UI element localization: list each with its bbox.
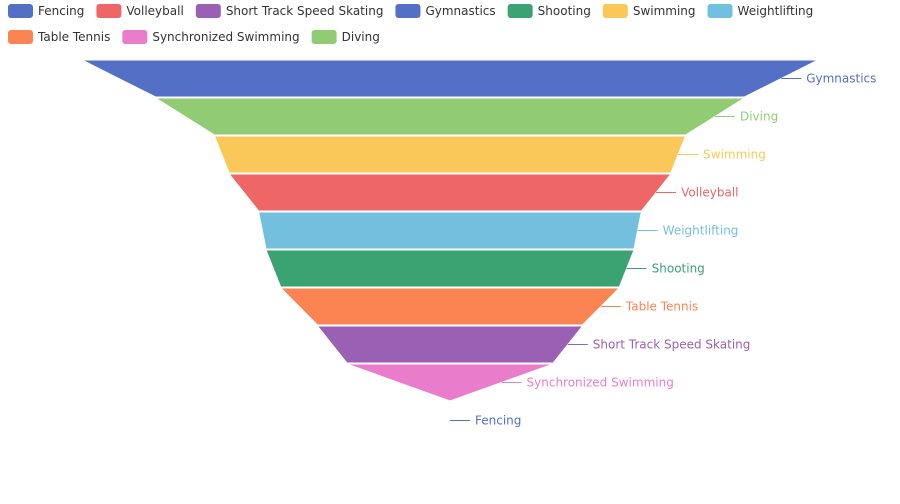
legend-swatch xyxy=(507,4,533,18)
legend-label: Short Track Speed Skating xyxy=(226,4,384,18)
legend-swatch xyxy=(602,4,628,18)
legend-label: Gymnastics xyxy=(425,4,495,18)
funnel-label-shooting: Shooting xyxy=(626,262,705,276)
legend-swatch xyxy=(395,4,421,18)
funnel-label-gymnastics: Gymnastics xyxy=(781,72,876,86)
stage-label: Diving xyxy=(740,110,778,124)
legend-label: Swimming xyxy=(633,4,696,18)
funnel-segment-shooting[interactable] xyxy=(265,249,635,288)
legend-swatch xyxy=(195,4,221,18)
legend-item-diving[interactable]: Diving xyxy=(311,30,380,44)
legend-item-gymnastics[interactable]: Gymnastics xyxy=(395,4,496,18)
funnel-label-synchronized-swimming: Synchronized Swimming xyxy=(501,376,674,390)
legend-swatch xyxy=(707,4,733,18)
funnel-label-diving: Diving xyxy=(714,110,778,124)
stage-label: Gymnastics xyxy=(806,72,876,86)
legend-item-table-tennis[interactable]: Table Tennis xyxy=(8,30,110,44)
funnel-label-volleyball: Volleyball xyxy=(656,186,739,200)
legend-item-synchronized-swimming[interactable]: Synchronized Swimming xyxy=(122,30,300,44)
funnel-segment-synchronized-swimming[interactable] xyxy=(346,363,554,402)
legend-swatch xyxy=(8,30,33,44)
funnel-plot-area xyxy=(81,59,819,439)
legend-label: Diving xyxy=(342,30,380,44)
funnel-label-weightlifting: Weightlifting xyxy=(637,224,739,238)
legend: Fencing Volleyball Short Track Speed Skati… xyxy=(8,4,813,44)
stage-label: Synchronized Swimming xyxy=(527,376,674,390)
stage-label: Short Track Speed Skating xyxy=(593,338,751,352)
funnel-label-fencing: Fencing xyxy=(450,414,521,428)
funnel-segment-swimming[interactable] xyxy=(213,135,687,174)
funnel-segment-gymnastics[interactable] xyxy=(81,59,819,98)
legend-swatch xyxy=(8,4,33,18)
legend-item-swimming[interactable]: Swimming xyxy=(602,4,696,18)
stage-label: Weightlifting xyxy=(663,224,739,238)
funnel-label-table-tennis: Table Tennis xyxy=(600,300,698,314)
legend-item-volleyball[interactable]: Volleyball xyxy=(96,4,184,18)
legend-item-shooting[interactable]: Shooting xyxy=(507,4,591,18)
legend-swatch xyxy=(96,4,122,18)
stage-label: Fencing xyxy=(475,414,521,428)
funnel-segment-diving[interactable] xyxy=(153,97,747,136)
funnel-segment-short-track-speed-skating[interactable] xyxy=(316,325,584,364)
legend-item-short-track-speed-skating[interactable]: Short Track Speed Skating xyxy=(195,4,384,18)
legend-swatch xyxy=(311,30,337,44)
legend-label: Fencing xyxy=(38,4,84,18)
funnel-segment-volleyball[interactable] xyxy=(228,173,672,212)
legend-label: Table Tennis xyxy=(37,30,110,44)
legend-label: Shooting xyxy=(538,4,591,18)
legend-item-weightlifting[interactable]: Weightlifting xyxy=(707,4,814,18)
stage-label: Swimming xyxy=(703,148,766,162)
legend-item-fencing[interactable]: Fencing xyxy=(8,4,84,18)
funnel-labels: Gymnastics Diving Swimming Volleyball Weight… xyxy=(450,72,876,428)
legend-label: Synchronized Swimming xyxy=(152,30,299,44)
legend-label: Weightlifting xyxy=(738,4,814,18)
stage-label: Volleyball xyxy=(681,186,738,200)
legend-swatch xyxy=(122,30,148,44)
stage-label: Shooting xyxy=(652,262,705,276)
stage-label: Table Tennis xyxy=(625,300,698,314)
funnel-segment-table-tennis[interactable] xyxy=(279,287,621,326)
funnel-segment-weightlifting[interactable] xyxy=(258,211,642,250)
funnel-label-short-track-speed-skating: Short Track Speed Skating xyxy=(567,338,751,352)
funnel-label-swimming: Swimming xyxy=(678,148,766,162)
legend-label: Volleyball xyxy=(126,4,183,18)
